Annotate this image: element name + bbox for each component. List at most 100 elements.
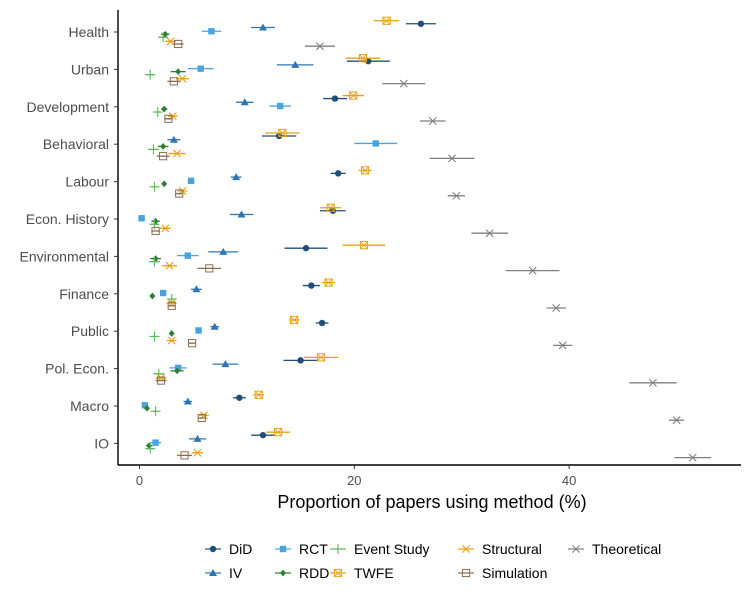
legend-label: IV	[229, 565, 243, 581]
y-tick-label: Environmental	[20, 248, 110, 264]
data-point	[183, 397, 192, 405]
data-point	[254, 390, 263, 399]
data-point	[141, 402, 149, 409]
data-point	[169, 135, 178, 143]
data-point	[193, 434, 202, 442]
data-point	[149, 331, 160, 342]
data-point	[334, 170, 342, 177]
data-point	[159, 289, 167, 297]
x-tick-label: 40	[562, 473, 576, 488]
data-point	[161, 105, 168, 113]
legend-item-structural: Structural	[458, 541, 542, 557]
legend-item-did: DiD	[205, 541, 252, 557]
legend-label: Theoretical	[592, 541, 661, 557]
data-point	[195, 327, 202, 334]
legend-item-simulation: Simulation	[458, 565, 547, 581]
data-point	[192, 448, 203, 457]
legend: DiD RCT Event Study Structural Theoretical IV…	[205, 541, 661, 581]
legend-key-marker	[280, 569, 286, 577]
data-point	[326, 203, 335, 212]
series-twfe	[253, 16, 400, 437]
data-point	[138, 215, 145, 222]
y-tick-label: Urban	[71, 61, 109, 77]
data-point	[175, 189, 184, 198]
plot-area: Health Urban Development Behavioral Labour Ec…	[20, 10, 741, 488]
x-axis-title: Proportion of papers using method (%)	[277, 492, 586, 512]
legend-key-marker	[333, 544, 343, 554]
data-point	[372, 140, 379, 147]
series-iv	[167, 23, 314, 442]
data-point	[187, 177, 195, 185]
data-point	[688, 453, 697, 462]
legend-label: DiD	[229, 541, 252, 557]
data-point	[428, 117, 437, 126]
data-point	[145, 69, 156, 80]
data-point	[152, 439, 159, 446]
legend-item-rct: RCT	[275, 541, 328, 557]
data-point	[417, 20, 425, 27]
data-point	[648, 378, 657, 387]
data-point	[180, 451, 189, 460]
data-point	[175, 68, 182, 76]
data-point	[237, 210, 246, 218]
data-point	[452, 191, 461, 200]
legend-item-rdd: RDD	[275, 565, 329, 581]
y-tick-label: Finance	[59, 286, 109, 302]
legend-key-marker	[209, 569, 217, 576]
legend-item-twfe: TWFE	[330, 565, 394, 581]
data-point	[236, 394, 243, 401]
series-rdd	[144, 30, 186, 450]
data-point	[168, 330, 175, 337]
data-point	[210, 322, 219, 330]
data-point	[169, 77, 178, 86]
data-point	[276, 102, 284, 110]
data-point	[172, 149, 183, 158]
data-point	[150, 406, 161, 417]
data-point	[278, 128, 287, 138]
data-point	[232, 173, 241, 181]
data-point	[308, 282, 315, 289]
data-point	[166, 336, 177, 345]
legend-label: Event Study	[354, 541, 430, 557]
data-point	[149, 292, 156, 300]
legend-key-marker	[333, 568, 343, 578]
data-point	[360, 166, 370, 175]
data-point	[149, 181, 160, 192]
data-point	[152, 107, 163, 118]
data-point	[302, 244, 310, 252]
data-point	[290, 315, 299, 325]
data-point	[331, 95, 339, 102]
data-point	[259, 23, 268, 31]
series-structural	[155, 37, 209, 457]
legend-item-iv: IV	[205, 565, 243, 581]
data-point	[148, 144, 159, 155]
data-point	[160, 143, 167, 150]
series-theoretical	[304, 42, 711, 462]
y-tick-label: Behavioral	[43, 136, 109, 152]
data-point	[174, 364, 182, 372]
data-point	[160, 224, 171, 233]
data-point	[672, 416, 681, 425]
data-point	[329, 207, 337, 214]
legend-key-marker	[461, 568, 471, 578]
series-event-study	[145, 32, 177, 454]
data-point	[259, 431, 267, 439]
legend-key-marker	[209, 545, 217, 553]
legend-item-event-study: Event Study	[330, 541, 430, 557]
data-point	[174, 367, 181, 375]
data-point	[205, 264, 214, 273]
x-tick-label: 0	[136, 473, 143, 488]
legend-label: Simulation	[482, 565, 547, 581]
data-point	[221, 360, 230, 368]
data-point	[528, 266, 537, 275]
data-point	[358, 54, 368, 63]
series-simulation	[151, 39, 222, 460]
x-tick-label: 20	[347, 473, 361, 488]
data-point	[552, 304, 561, 313]
data-point	[164, 114, 173, 123]
data-point	[197, 65, 204, 72]
data-point	[184, 252, 192, 259]
data-point	[174, 39, 183, 49]
data-point	[159, 152, 168, 161]
data-point	[164, 261, 175, 270]
